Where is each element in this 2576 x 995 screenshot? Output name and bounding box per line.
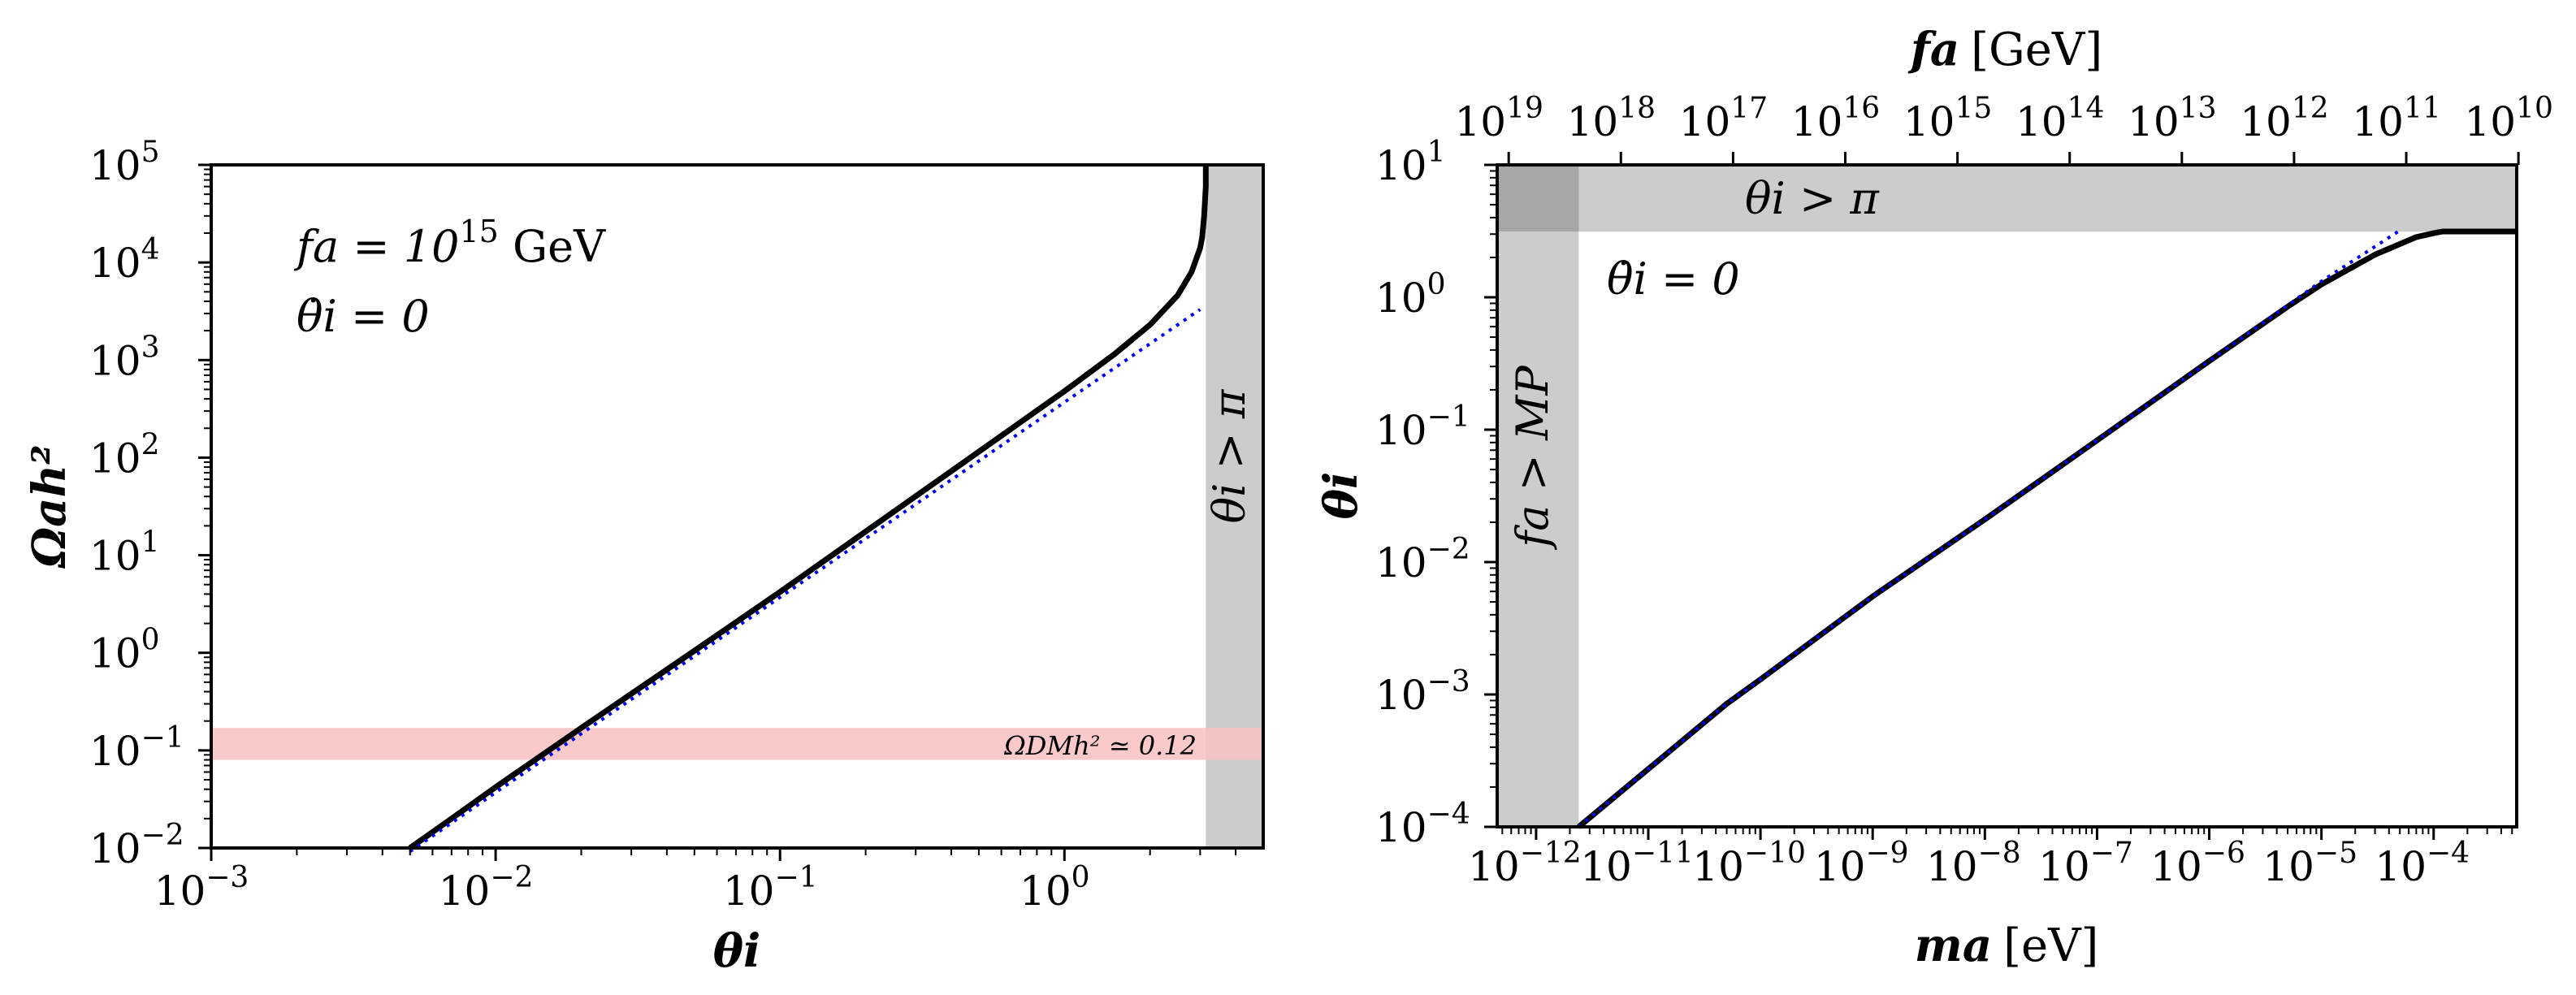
top-tick-label: 1010 [2464, 92, 2552, 145]
top-tick-label: 1016 [1791, 92, 1880, 145]
band-fa-gt-planck [1497, 165, 1579, 827]
left-panel-relic-abundance: 10−3 10−2 10−1 100 10−210−11001011021031041… [23, 136, 1265, 978]
band-dark-matter-abundance [211, 728, 1263, 760]
left-curves [408, 165, 1209, 854]
top-tick-label: 1013 [2128, 92, 2216, 145]
x-tick-label: 10−1 [723, 861, 818, 915]
left-x-axis-label: θi [713, 924, 761, 978]
y-tick-label: 101 [89, 526, 160, 580]
x-tick-label: 100 [1020, 861, 1090, 915]
dm-abundance-label: ΩDMh² ≃ 0.12 [1003, 730, 1197, 761]
right-y-ticks: 10−4 10−3 10−2 10−1 100 101 [1375, 136, 1497, 851]
right-top-axis-label: fa [GeV] [1907, 23, 2102, 76]
top-tick-label: 1011 [2352, 92, 2440, 145]
right-bottom-axis-label: ma [eV] [1915, 919, 2099, 972]
top-tick-label: 1017 [1679, 92, 1768, 145]
top-tick-label: 1019 [1454, 92, 1543, 145]
left-y-axis-label: Ωah² [23, 444, 76, 569]
y-tick-label: 10−2 [1375, 533, 1470, 586]
right-curves [1577, 228, 2517, 829]
right-bands [1497, 165, 2517, 827]
x-tick-label: 10−5 [2262, 837, 2357, 890]
right-y-axis-label: θi [1314, 472, 1368, 520]
right-theta-gt-pi-label: θi > π [1745, 173, 1880, 224]
y-tick-label: 10−1 [1375, 400, 1470, 454]
y-tick-label: 100 [1375, 268, 1446, 322]
right-plot-frame [1496, 163, 2518, 828]
right-top-x-ticks: 1019 1018 1017 1016 1015 1014 1013 1012 1011 1010 [1454, 92, 2553, 165]
x-tick-label: 10−3 [154, 861, 249, 915]
x-tick-label: 10−6 [2150, 837, 2245, 890]
top-tick-label: 1012 [2240, 92, 2328, 145]
x-tick-label: 10−12 [1468, 837, 1582, 890]
relic-abundance-curve [408, 165, 1209, 850]
approximation-curve [409, 308, 1201, 854]
y-tick-label: 104 [89, 233, 160, 287]
y-tick-label: 10−2 [89, 819, 184, 872]
theta-initial-curve [1577, 228, 2517, 829]
x-tick-label: 10−11 [1580, 837, 1694, 890]
x-tick-label: 10−9 [1814, 837, 1909, 890]
top-tick-label: 1014 [2015, 92, 2104, 145]
y-tick-label: 100 [89, 624, 160, 677]
top-tick-label: 1015 [1903, 92, 1992, 145]
y-tick-label: 105 [89, 136, 160, 189]
top-tick-label: 1018 [1567, 92, 1656, 145]
x-tick-label: 10−8 [1926, 837, 2021, 890]
left-fa-annotation: fa = 1015 GeV [293, 214, 606, 272]
approximation-curve [1578, 229, 2401, 828]
y-tick-label: 102 [89, 428, 160, 482]
x-tick-label: 10−10 [1692, 837, 1806, 890]
left-x-ticks: 10−3 10−2 10−1 100 [154, 848, 1237, 915]
x-tick-label: 10−2 [439, 861, 534, 915]
band-overlap [1497, 165, 1579, 231]
left-theta-gt-pi-label: θi > π [1204, 388, 1255, 523]
y-tick-label: 101 [1375, 136, 1446, 189]
x-tick-label: 10−4 [2375, 837, 2470, 890]
y-tick-label: 103 [89, 331, 160, 384]
x-tick-label: 10−7 [2038, 837, 2133, 890]
left-plot-frame [210, 163, 1265, 850]
left-thetadot-annotation: θ̇i = 0 [297, 291, 430, 342]
right-fa-gt-planck-label: fa > MP [1507, 365, 1558, 551]
band-theta-gt-pi [1497, 165, 2517, 231]
right-thetadot-annotation: θ̇i = 0 [1607, 253, 1740, 305]
left-bands [211, 165, 1263, 848]
y-tick-label: 10−1 [89, 721, 184, 775]
left-y-ticks: 10−2 10−1 100 101 102 103 104 105 [89, 136, 211, 872]
y-tick-label: 10−4 [1375, 798, 1470, 851]
y-tick-label: 10−3 [1375, 665, 1470, 719]
